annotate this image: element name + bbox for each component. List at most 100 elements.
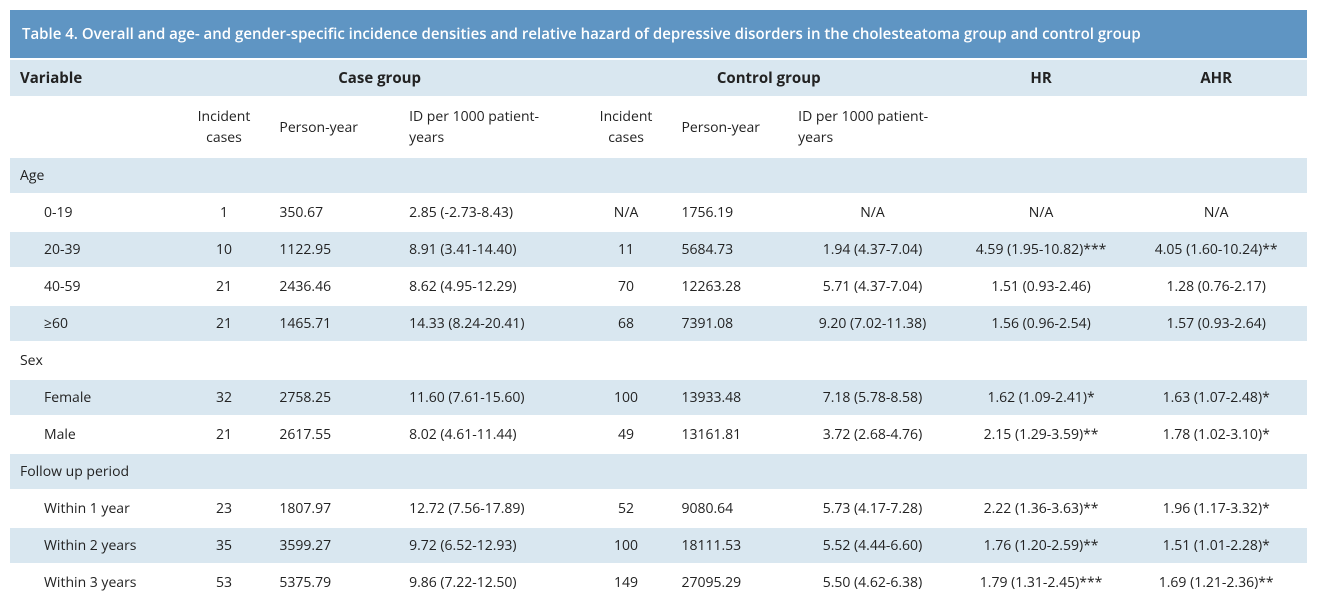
case-id-per-1000: 8.91 (3.41-14.40) bbox=[399, 231, 581, 268]
hr-value: 2.22 (1.36-3.63)** bbox=[957, 490, 1126, 527]
ahr-value: N/A bbox=[1125, 194, 1307, 231]
ctrl-incident: 52 bbox=[581, 490, 672, 527]
table-row: Within 2 years353599.279.72 (6.52-12.93)… bbox=[10, 527, 1307, 564]
case-person-year: 1465.71 bbox=[269, 305, 399, 342]
ctrl-id-per-1000: 1.94 (4.37-7.04) bbox=[788, 231, 957, 268]
ahr-value: 1.78 (1.02-3.10)* bbox=[1125, 416, 1307, 453]
col-case-incident: Incident cases bbox=[179, 97, 270, 157]
row-label: 20-39 bbox=[10, 231, 179, 268]
row-label: 40-59 bbox=[10, 268, 179, 305]
col-case-group: Case group bbox=[179, 59, 581, 97]
case-person-year: 3599.27 bbox=[269, 527, 399, 564]
ctrl-person-year: 9080.64 bbox=[671, 490, 788, 527]
ctrl-person-year: 1756.19 bbox=[671, 194, 788, 231]
case-person-year: 1122.95 bbox=[269, 231, 399, 268]
ahr-value: 1.69 (1.21-2.36)** bbox=[1125, 564, 1307, 601]
case-id-per-1000: 8.02 (4.61-11.44) bbox=[399, 416, 581, 453]
ctrl-id-per-1000: 5.50 (4.62-6.38) bbox=[788, 564, 957, 601]
case-incident: 32 bbox=[179, 379, 270, 416]
row-label: ≥60 bbox=[10, 305, 179, 342]
case-id-per-1000: 14.33 (8.24-20.41) bbox=[399, 305, 581, 342]
ahr-value: 1.96 (1.17-3.32)* bbox=[1125, 490, 1307, 527]
ctrl-incident: 100 bbox=[581, 527, 672, 564]
incidence-table: Table 4. Overall and age- and gender-spe… bbox=[10, 10, 1307, 602]
case-id-per-1000: 9.86 (7.22-12.50) bbox=[399, 564, 581, 601]
case-incident: 23 bbox=[179, 490, 270, 527]
row-label: 0-19 bbox=[10, 194, 179, 231]
table-row: Female322758.2511.60 (7.61-15.60)1001393… bbox=[10, 379, 1307, 416]
section-label: Follow up period bbox=[10, 453, 1307, 490]
table-row: Within 1 year231807.9712.72 (7.56-17.89)… bbox=[10, 490, 1307, 527]
table-row: 0-191350.672.85 (-2.73-8.43)N/A1756.19N/… bbox=[10, 194, 1307, 231]
table-container: Table 4. Overall and age- and gender-spe… bbox=[10, 10, 1307, 602]
case-incident: 10 bbox=[179, 231, 270, 268]
ctrl-incident: 49 bbox=[581, 416, 672, 453]
ctrl-id-per-1000: 3.72 (2.68-4.76) bbox=[788, 416, 957, 453]
ctrl-id-per-1000: 5.73 (4.17-7.28) bbox=[788, 490, 957, 527]
row-label: Within 3 years bbox=[10, 564, 179, 601]
col-ctrl-py: Person-year bbox=[671, 97, 788, 157]
row-label: Within 2 years bbox=[10, 527, 179, 564]
case-incident: 1 bbox=[179, 194, 270, 231]
case-incident: 21 bbox=[179, 416, 270, 453]
col-case-id: ID per 1000 patient-years bbox=[399, 97, 581, 157]
hr-value: 1.76 (1.20-2.59)** bbox=[957, 527, 1126, 564]
table-row: 40-59212436.468.62 (4.95-12.29)7012263.2… bbox=[10, 268, 1307, 305]
col-control-group: Control group bbox=[581, 59, 957, 97]
ctrl-id-per-1000: 5.71 (4.37-7.04) bbox=[788, 268, 957, 305]
col-case-py: Person-year bbox=[269, 97, 399, 157]
case-incident: 21 bbox=[179, 268, 270, 305]
case-incident: 21 bbox=[179, 305, 270, 342]
row-label: Female bbox=[10, 379, 179, 416]
table-row: 20-39101122.958.91 (3.41-14.40)115684.73… bbox=[10, 231, 1307, 268]
case-person-year: 5375.79 bbox=[269, 564, 399, 601]
row-label: Male bbox=[10, 416, 179, 453]
ctrl-person-year: 12263.28 bbox=[671, 268, 788, 305]
case-person-year: 2436.46 bbox=[269, 268, 399, 305]
case-id-per-1000: 9.72 (6.52-12.93) bbox=[399, 527, 581, 564]
table-row: Male212617.558.02 (4.61-11.44)4913161.81… bbox=[10, 416, 1307, 453]
hr-value: 1.51 (0.93-2.46) bbox=[957, 268, 1126, 305]
hr-value: 1.62 (1.09-2.41)* bbox=[957, 379, 1126, 416]
ctrl-person-year: 18111.53 bbox=[671, 527, 788, 564]
ahr-value: 1.57 (0.93-2.64) bbox=[1125, 305, 1307, 342]
col-ctrl-id: ID per 1000 patient-years bbox=[788, 97, 957, 157]
case-id-per-1000: 12.72 (7.56-17.89) bbox=[399, 490, 581, 527]
ctrl-incident: 70 bbox=[581, 268, 672, 305]
ctrl-incident: N/A bbox=[581, 194, 672, 231]
ctrl-person-year: 5684.73 bbox=[671, 231, 788, 268]
ctrl-id-per-1000: 9.20 (7.02-11.38) bbox=[788, 305, 957, 342]
col-variable: Variable bbox=[10, 59, 179, 97]
ahr-value: 1.28 (0.76-2.17) bbox=[1125, 268, 1307, 305]
case-person-year: 2758.25 bbox=[269, 379, 399, 416]
col-ctrl-incident: Incident cases bbox=[581, 97, 672, 157]
ctrl-incident: 100 bbox=[581, 379, 672, 416]
case-id-per-1000: 11.60 (7.61-15.60) bbox=[399, 379, 581, 416]
case-id-per-1000: 8.62 (4.95-12.29) bbox=[399, 268, 581, 305]
hr-value: 4.59 (1.95-10.82)*** bbox=[957, 231, 1126, 268]
case-person-year: 1807.97 bbox=[269, 490, 399, 527]
hr-value: 2.15 (1.29-3.59)** bbox=[957, 416, 1126, 453]
row-label: Within 1 year bbox=[10, 490, 179, 527]
case-id-per-1000: 2.85 (-2.73-8.43) bbox=[399, 194, 581, 231]
ahr-value: 1.63 (1.07-2.48)* bbox=[1125, 379, 1307, 416]
ctrl-id-per-1000: N/A bbox=[788, 194, 957, 231]
col-hr: HR bbox=[957, 59, 1126, 97]
section-label: Sex bbox=[10, 342, 1307, 379]
table-row: Within 3 years535375.799.86 (7.22-12.50)… bbox=[10, 564, 1307, 601]
ctrl-person-year: 13161.81 bbox=[671, 416, 788, 453]
ctrl-id-per-1000: 5.52 (4.44-6.60) bbox=[788, 527, 957, 564]
case-person-year: 350.67 bbox=[269, 194, 399, 231]
section-label: Age bbox=[10, 157, 1307, 194]
hr-value: 1.56 (0.96-2.54) bbox=[957, 305, 1126, 342]
case-incident: 53 bbox=[179, 564, 270, 601]
ahr-value: 4.05 (1.60-10.24)** bbox=[1125, 231, 1307, 268]
ctrl-person-year: 7391.08 bbox=[671, 305, 788, 342]
ctrl-person-year: 13933.48 bbox=[671, 379, 788, 416]
ahr-value: 1.51 (1.01-2.28)* bbox=[1125, 527, 1307, 564]
ctrl-id-per-1000: 7.18 (5.78-8.58) bbox=[788, 379, 957, 416]
table-row: ≥60211465.7114.33 (8.24-20.41)687391.089… bbox=[10, 305, 1307, 342]
case-incident: 35 bbox=[179, 527, 270, 564]
hr-value: N/A bbox=[957, 194, 1126, 231]
ctrl-incident: 68 bbox=[581, 305, 672, 342]
